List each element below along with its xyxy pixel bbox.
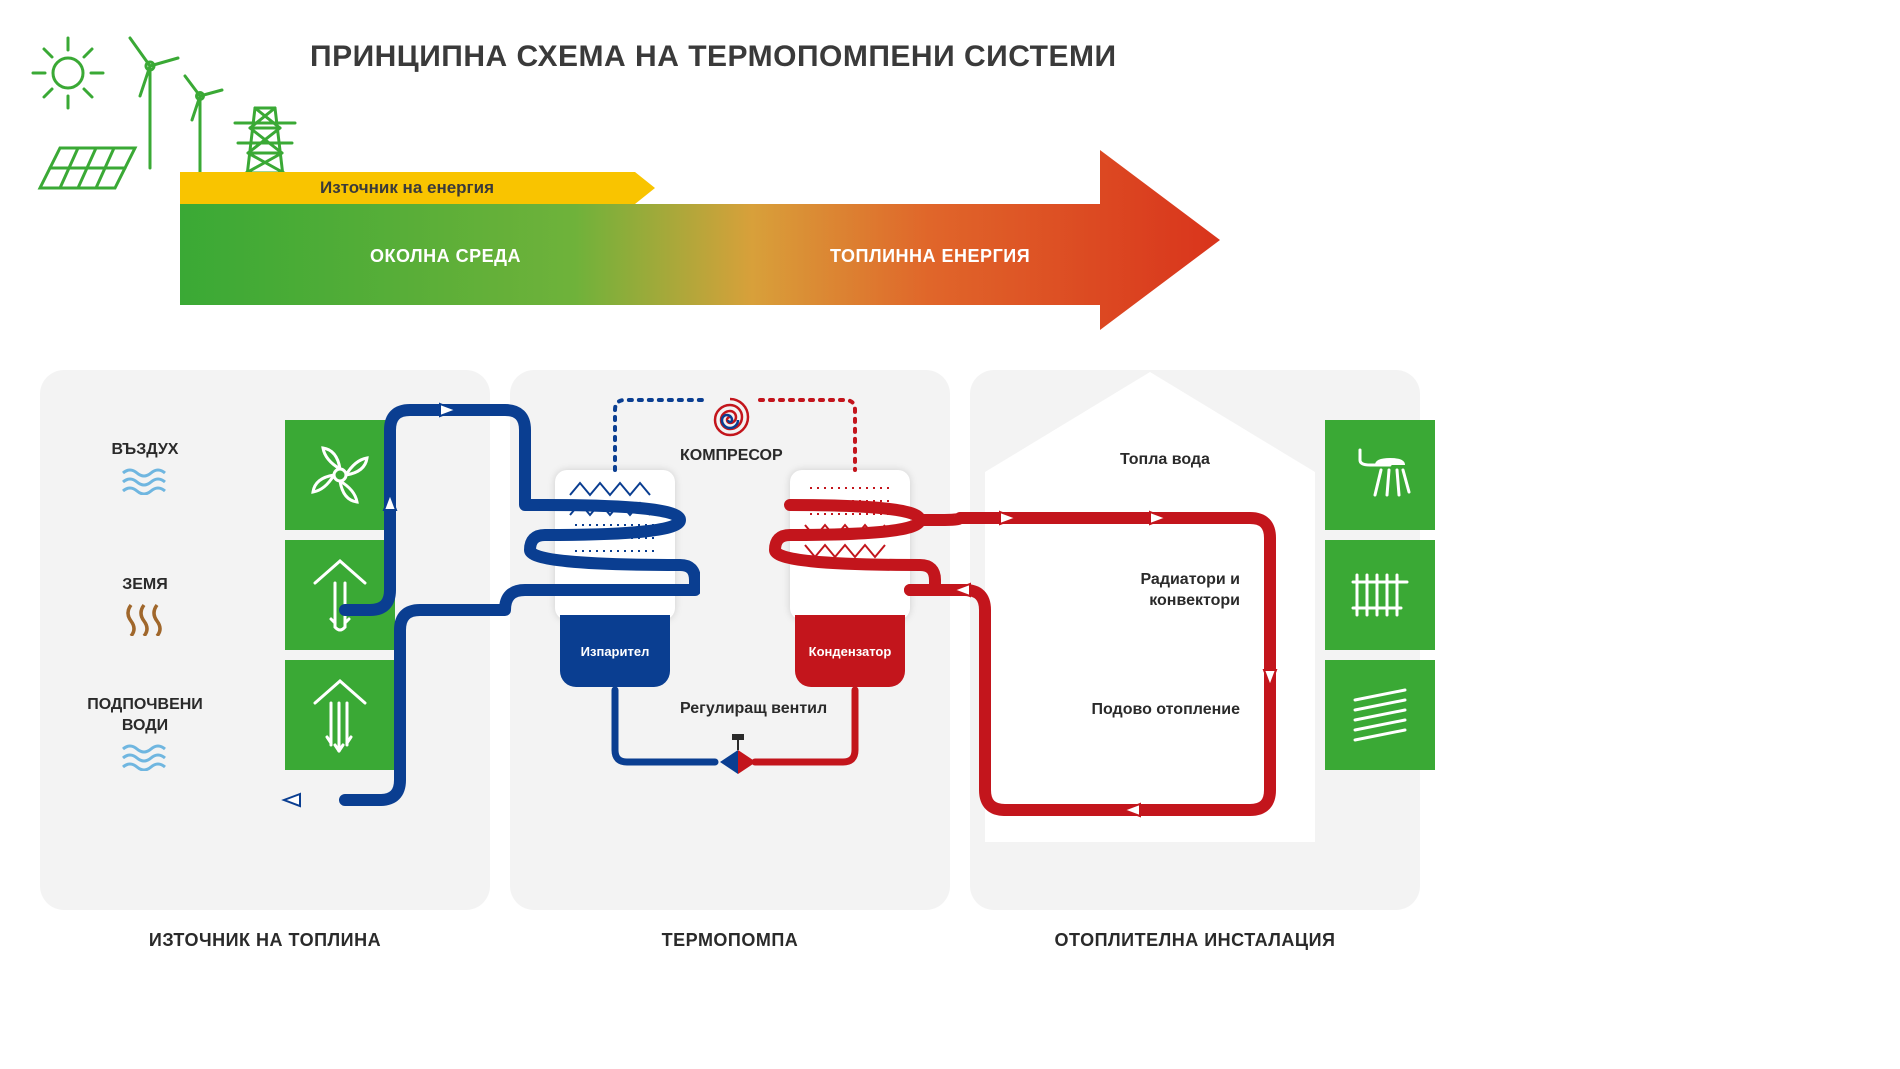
panel-3-title: ОТОПЛИТЕЛНА ИНСТАЛАЦИЯ <box>970 930 1420 951</box>
page-title: ПРИНЦИПНА СХЕМА НА ТЕРМОПОМПЕНИ СИСТЕМИ <box>310 40 1117 74</box>
thermal-energy-label: ТОПЛИННА ЕНЕРГИЯ <box>830 246 1030 267</box>
environment-label: ОКОЛНА СРЕДА <box>370 246 521 267</box>
energy-flow-arrow <box>180 150 1230 330</box>
panel-2-title: ТЕРМОПОМПА <box>510 930 950 951</box>
energy-source-label: Източник на енергия <box>320 178 494 198</box>
panel-1-title: ИЗТОЧНИК НА ТОПЛИНА <box>40 930 490 951</box>
hot-pipe <box>0 370 1450 910</box>
